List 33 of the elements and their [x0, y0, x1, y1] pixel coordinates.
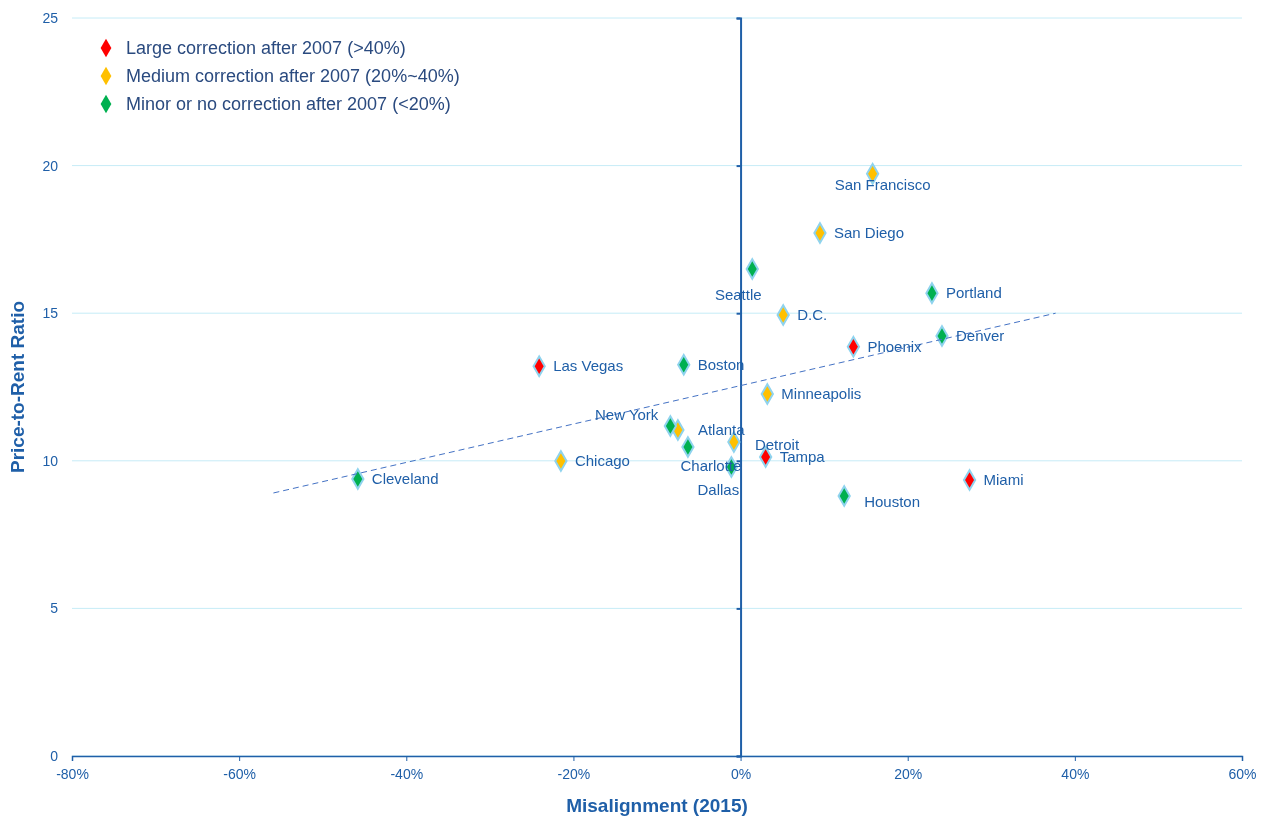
y-tick-label: 25: [42, 9, 59, 26]
y-tick-label: 5: [50, 600, 59, 617]
annotation: Phoenix: [867, 337, 923, 355]
annotation: San Francisco: [834, 175, 931, 193]
x-tick-label: -60%: [223, 766, 256, 783]
legend-label: Large correction after 2007 (>40%): [126, 38, 406, 58]
x-axis-title: Misalignment (2015): [566, 795, 748, 816]
y-axis-title: Price-to-Rent Ratio: [7, 300, 28, 474]
annotation: Denver: [955, 326, 1005, 344]
annotation: Portland: [945, 284, 1002, 302]
annotation: Las Vegas: [553, 357, 624, 375]
annotation: Dallas: [697, 481, 740, 498]
x-tick-label: 0%: [730, 766, 752, 783]
y-tick-label: 20: [42, 157, 59, 174]
x-tick-label: -40%: [390, 766, 424, 783]
annotation: Houston: [864, 492, 921, 510]
x-tick-label: 40%: [1061, 766, 1090, 783]
x-tick-label: -80%: [56, 766, 89, 783]
x-tick-label: -20%: [557, 766, 591, 783]
annotation: Minneapolis: [781, 385, 862, 403]
legend-label: Medium correction after 2007 (20%~40%): [126, 66, 460, 86]
y-tick-label: 10: [42, 452, 59, 469]
x-tick-label: 20%: [894, 766, 923, 783]
y-tick-label: 15: [42, 305, 59, 322]
annotation: Chicago: [574, 452, 630, 470]
annotation: San Diego: [833, 223, 905, 241]
annotation: D.C.: [797, 305, 828, 323]
annotation: Cleveland: [371, 470, 439, 488]
x-tick-label: 60%: [1228, 766, 1257, 783]
annotation: New York: [595, 405, 659, 423]
y-tick-label: 0: [50, 747, 59, 764]
annotation: Miami: [983, 470, 1024, 488]
legend-label: Minor or no correction after 2007 (<20%): [126, 94, 451, 114]
